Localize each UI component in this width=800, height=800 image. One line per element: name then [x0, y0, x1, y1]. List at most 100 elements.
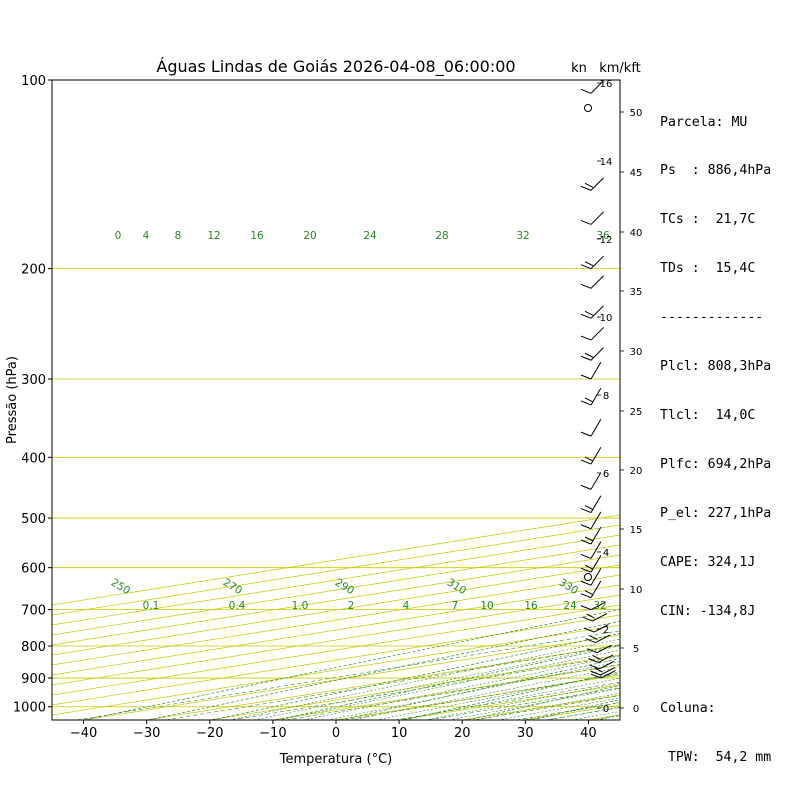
moist-adiabat-line — [229, 638, 620, 720]
moist-adiabat-label: 24 — [363, 230, 377, 242]
info-line: TCs : 21,7C — [660, 212, 756, 228]
wind-barb — [580, 472, 602, 490]
wind-barb-flag — [580, 524, 592, 530]
isotherm-line — [52, 574, 620, 666]
wind-barb — [585, 634, 611, 644]
wind-barb-shaft — [593, 624, 609, 633]
info-line: Parcela: MU — [660, 114, 748, 130]
wind-barb — [580, 305, 604, 319]
wind-barb-flag — [592, 655, 601, 660]
wind-barb-flag — [580, 593, 592, 599]
isotherm-line — [52, 584, 620, 676]
moist-adiabat-line — [278, 649, 620, 720]
wind-barb-shaft — [590, 601, 606, 611]
x-tick-label: 40 — [580, 726, 597, 741]
wind-barb-flag — [580, 313, 592, 319]
x-tick-label: −40 — [70, 726, 97, 741]
temperature-profile-line — [777, 80, 800, 677]
wind-barb — [590, 667, 616, 676]
wind-barb-flag — [584, 261, 594, 267]
wind-barb — [580, 418, 602, 437]
wind-barb-flag — [585, 638, 596, 644]
wind-barb-flag — [586, 613, 595, 619]
height-scale: 0 2 4 6 8 10 12 14 16 0 5 10 15 20 25 30 35 40 45 50 — [597, 79, 642, 715]
wind-barb-shaft — [600, 670, 616, 679]
wind-barb-flag — [584, 310, 594, 316]
height-kft-label: 40 — [630, 228, 643, 239]
wind-barb-flag — [580, 580, 592, 586]
wind-barb — [580, 601, 606, 611]
y-tick-label: 500 — [21, 512, 46, 527]
wind-barb-flag — [580, 335, 592, 341]
wind-barb — [582, 613, 608, 622]
height-kft-label: 30 — [630, 347, 643, 358]
wind-barb — [580, 211, 604, 225]
x-tick-label: −10 — [259, 726, 286, 741]
mixing-ratio-label: 7 — [452, 600, 459, 612]
height-kft-label: 45 — [630, 168, 643, 179]
wind-barb-shaft — [590, 347, 604, 361]
wind-barb — [586, 644, 612, 654]
info-line: Ps : 886,4hPa — [660, 163, 772, 179]
wind-barb — [580, 275, 604, 289]
wind-barb — [580, 541, 602, 559]
mixing-ratio-label: 10 — [480, 600, 493, 612]
wind-barb-flag — [580, 264, 592, 270]
dry-adiabat-label: 290 — [333, 576, 356, 597]
wind-barb-flag — [580, 539, 592, 545]
wind-barb-flag — [594, 667, 603, 673]
wind-barb-flag — [584, 182, 594, 188]
moist-adiabat-label: 4 — [143, 230, 150, 242]
wind-barb-flag — [590, 673, 602, 679]
height-km-label: 8 — [603, 391, 609, 402]
isotherm-line — [52, 554, 620, 646]
wind-barbs — [580, 80, 616, 679]
y-tick-label: 400 — [21, 451, 46, 466]
wind-barb-flag — [580, 567, 592, 573]
wind-barb — [580, 580, 602, 599]
wind-barb-flag — [580, 431, 592, 437]
wind-barb — [580, 327, 604, 341]
wind-barb — [580, 568, 602, 586]
mixing-ratio-label: 2 — [348, 600, 355, 612]
y-axis-label: Pressão (hPa) — [5, 356, 20, 444]
wind-barb-flag — [580, 185, 592, 191]
wind-barb-flag — [580, 508, 592, 514]
wind-barb-flag — [588, 658, 599, 663]
moist-adiabat-label: 0 — [115, 230, 122, 242]
moist-adiabat-label: 20 — [303, 230, 316, 242]
mixing-ratio-label: 1.0 — [292, 600, 309, 612]
wind-barb — [589, 660, 615, 670]
height-kft-label: 50 — [630, 108, 643, 119]
wind-barb — [580, 526, 602, 545]
info-line — [660, 652, 771, 668]
plot-frame — [51, 79, 621, 721]
dry-adiabat-line — [788, 80, 800, 720]
x-tick-label: 20 — [454, 726, 471, 741]
mixing-ratio-line — [344, 673, 620, 720]
wind-barb-flag — [580, 219, 592, 225]
height-km-label: 2 — [603, 625, 609, 636]
wind-barb-shaft — [596, 644, 612, 654]
wind-barb-flag — [586, 648, 598, 654]
background-grid — [52, 80, 800, 720]
wind-barb-shaft — [590, 305, 604, 319]
wind-barb-shaft — [592, 613, 608, 622]
wind-barb-shaft — [590, 327, 604, 341]
mixing-ratio-line — [428, 687, 620, 720]
wind-barb-flag — [580, 400, 592, 406]
wind-barb-flag — [580, 459, 592, 465]
wind-barb — [580, 555, 602, 573]
isotherm-line — [52, 564, 620, 656]
wind-barb — [580, 177, 604, 191]
info-line: P_el: 227,1hPa — [660, 505, 772, 521]
wind-barb-shaft — [590, 511, 602, 529]
wind-barb-flag — [580, 605, 592, 611]
y-tick-label: 1000 — [13, 701, 46, 716]
info-line: TPW: 54,2 mm — [660, 750, 772, 766]
y-tick-label: 700 — [21, 604, 46, 619]
x-tick-label: 30 — [517, 726, 534, 741]
isotherm-line — [52, 604, 620, 696]
mixing-ratio-label: 32 — [593, 600, 606, 612]
mixing-ratio-line — [285, 664, 620, 720]
